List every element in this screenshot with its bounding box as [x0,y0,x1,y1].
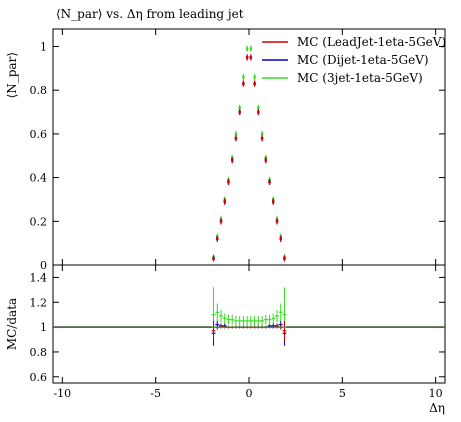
main-series-group [212,54,286,262]
data-marker [275,220,279,223]
data-marker [231,158,234,162]
data-marker [257,106,260,109]
ratio-y-tick-label: 0.6 [30,371,48,384]
legend-label-dijet: MC (Dijet-1eta-5GeV) [297,53,429,67]
main-series [212,45,286,262]
data-marker [253,75,256,79]
ratio-x-tick-label: 5 [339,387,346,400]
main-y-tick-label: 0.8 [30,84,48,97]
main-series-group [212,54,286,262]
main-ticks: 0 0.2 0.4 0.6 0.8 1 [30,29,445,272]
main-y-tick-label: 0.4 [30,172,48,185]
data-marker [245,47,249,50]
data-marker [216,237,219,240]
data-marker [242,82,245,85]
data-marker [219,220,223,223]
main-y-tick-label: 0 [40,259,47,272]
ratio-y-tick-label: 1 [40,321,47,334]
ratio-y-tick-label: 1.2 [30,296,48,309]
data-marker [260,137,264,140]
data-marker [223,200,226,203]
chart-title: ⟨N_par⟩ vs. Δη from leading jet [56,7,244,21]
data-marker [238,110,241,114]
legend: MC (LeadJet-1eta-5GeV) MC (Dijet-1eta-5G… [262,35,446,85]
ratio-series-group [53,287,445,343]
ratio-x-tick-label: 10 [429,387,443,400]
data-marker [260,132,264,136]
main-y-axis-label: ⟨N_par⟩ [5,52,19,98]
data-marker [245,56,249,59]
data-marker [264,158,267,162]
ratio-x-tick-label: -5 [150,387,161,400]
ratio-panel-frame [52,264,446,384]
ratio-x-tick-label: 0 [246,387,253,400]
ratio-series [53,287,445,346]
main-y-tick-label: 1 [40,40,47,53]
ratio-y-tick-label: 1.4 [30,271,48,284]
data-marker [242,75,245,79]
main-y-tick-label: 0.6 [30,128,48,141]
ratio-series-group [53,320,445,341]
data-marker [234,137,238,140]
x-axis-label: Δη [429,401,445,415]
legend-label-3jet: MC (3jet-1eta-5GeV) [297,71,423,85]
data-marker [249,47,253,50]
data-marker [257,110,260,114]
ratio-y-axis-label: MC/data [5,298,19,350]
data-marker [253,82,256,85]
data-marker [272,200,275,203]
legend-label-leadjet: MC (LeadJet-1eta-5GeV) [297,35,446,49]
data-marker [227,180,230,184]
ratio-ticks: 0.6 0.8 1 1.2 1.4 -10 -5 0 5 10 [30,265,445,400]
ratio-series-group [53,320,445,346]
ratio-y-tick-label: 0.8 [30,346,48,359]
data-marker [283,257,286,260]
ratio-x-tick-label: -10 [53,387,71,400]
data-marker [268,180,271,184]
data-marker [212,257,215,260]
data-marker [249,56,253,59]
data-marker [279,237,282,240]
data-marker [234,132,238,136]
main-y-tick-label: 0.2 [30,215,48,228]
data-marker [238,106,241,109]
